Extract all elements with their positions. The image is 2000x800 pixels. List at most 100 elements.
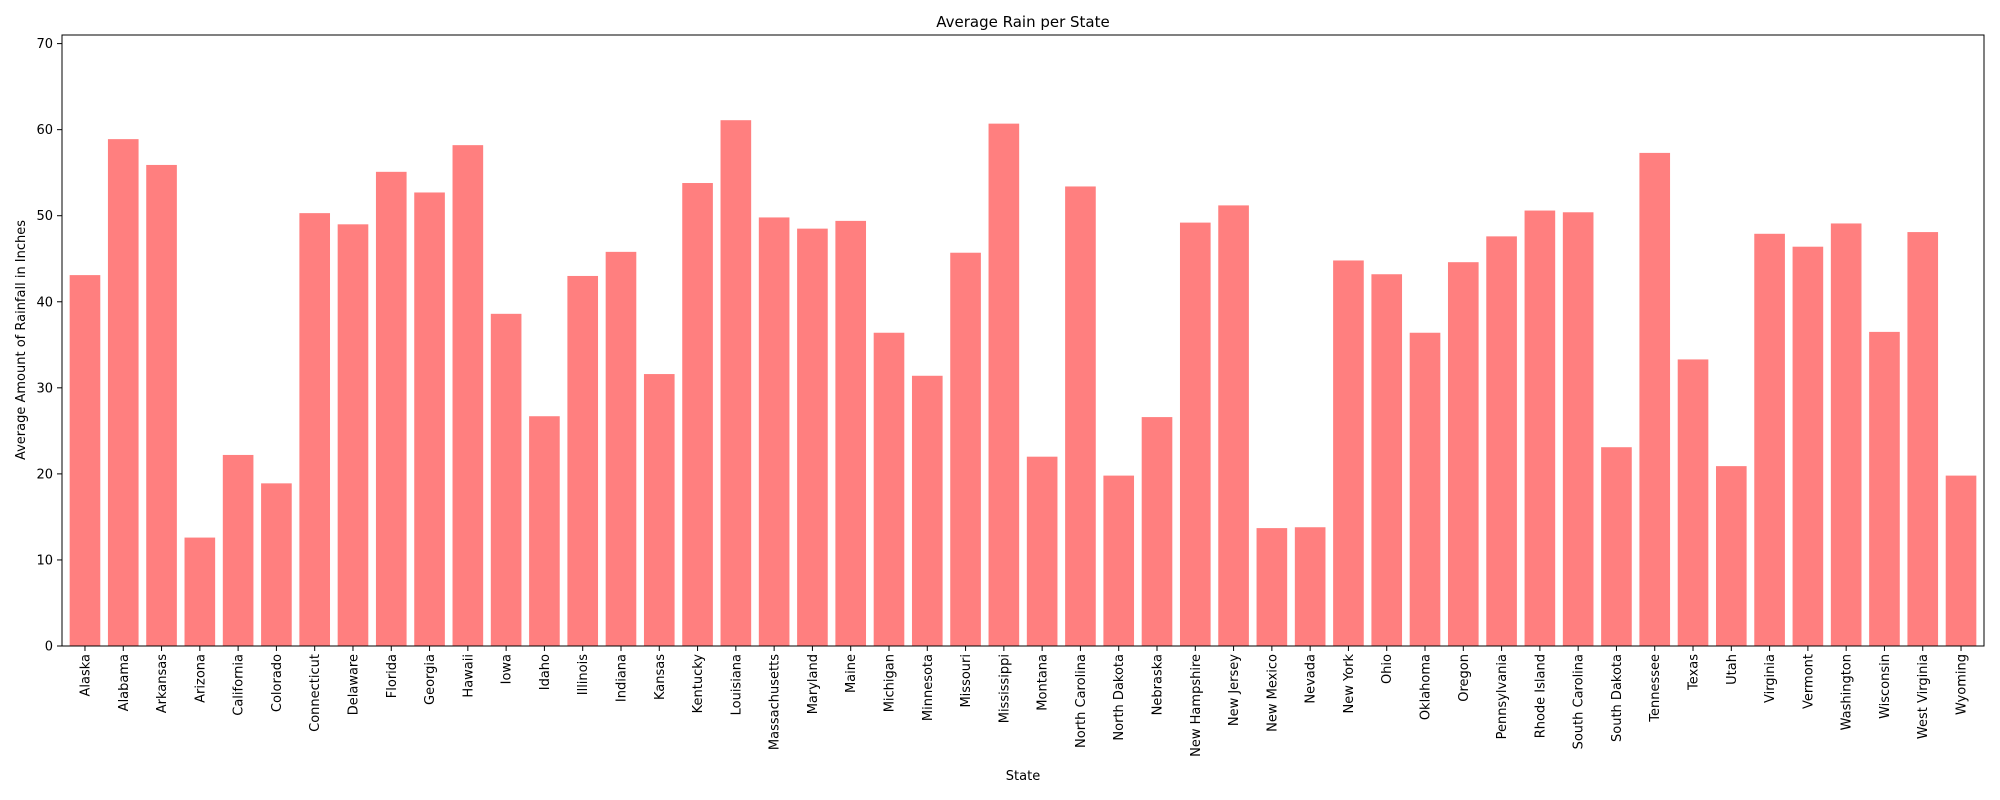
chart-title: Average Rain per State xyxy=(936,13,1109,31)
x-tick-label: Mississippi xyxy=(997,654,1012,723)
bar-indiana xyxy=(605,251,637,647)
x-tick-label: Montana xyxy=(1036,654,1051,711)
x-tick-label: Washington xyxy=(1840,654,1855,730)
x-tick-label: North Carolina xyxy=(1074,654,1089,748)
bar-oregon xyxy=(1447,262,1479,646)
x-tick-label: Kentucky xyxy=(691,654,706,714)
bar-maine xyxy=(835,220,867,646)
x-axis: Alaska Alabama Arkansas Arizona California Co… xyxy=(78,646,1970,757)
x-tick-label: California xyxy=(232,654,247,716)
x-tick-label: Arizona xyxy=(193,654,208,703)
bar-utah xyxy=(1715,466,1747,646)
x-tick-label: Louisiana xyxy=(729,654,744,715)
x-tick-label: New York xyxy=(1342,654,1357,714)
x-tick-label: Missouri xyxy=(959,654,974,708)
bar-montana xyxy=(1026,456,1058,646)
plot-frame xyxy=(61,34,1985,647)
x-tick-label: Illinois xyxy=(576,654,591,695)
x-tick-label: Delaware xyxy=(346,654,361,715)
bar-nebraska xyxy=(1141,417,1173,646)
bar-kentucky xyxy=(682,183,713,646)
bar-missouri xyxy=(950,252,981,646)
bar-california xyxy=(222,454,254,646)
bar-nevada xyxy=(1294,527,1326,646)
bar-alabama xyxy=(107,139,139,646)
bar-kansas xyxy=(643,374,675,646)
x-tick-label: Nevada xyxy=(1304,654,1319,704)
x-tick-label: New Mexico xyxy=(1265,654,1280,732)
x-axis-label: State xyxy=(1006,769,1040,784)
x-tick-label: Rhode Island xyxy=(1533,654,1548,738)
bar-ohio xyxy=(1371,274,1403,646)
y-tick-label: 0 xyxy=(45,640,53,655)
x-tick-label: Wisconsin xyxy=(1878,654,1893,719)
x-tick-label: West Virginia xyxy=(1916,654,1931,739)
x-tick-label: Utah xyxy=(1725,654,1740,685)
x-tick-label: Maryland xyxy=(806,654,821,714)
bar-oklahoma xyxy=(1409,332,1441,646)
x-tick-label: Indiana xyxy=(614,654,629,702)
x-tick-label: Pennsylvania xyxy=(1495,654,1510,739)
bar-new-hampshire xyxy=(1179,222,1211,646)
bars-group xyxy=(69,120,1977,647)
y-tick-label: 30 xyxy=(36,381,53,396)
x-tick-label: Ohio xyxy=(1380,654,1395,684)
x-tick-label: Arkansas xyxy=(155,654,170,713)
bar-arizona xyxy=(184,537,216,646)
bar-maryland xyxy=(797,228,828,646)
x-tick-label: New Jersey xyxy=(1227,654,1242,726)
x-tick-label: Maine xyxy=(844,654,859,693)
x-tick-label: Iowa xyxy=(500,654,515,684)
x-tick-label: Kansas xyxy=(653,654,668,700)
y-tick-label: 50 xyxy=(36,209,53,224)
bar-wisconsin xyxy=(1869,331,1900,646)
bar-louisiana xyxy=(720,120,752,646)
bar-north-carolina xyxy=(1065,186,1096,646)
y-tick-label: 60 xyxy=(36,123,53,138)
bar-colorado xyxy=(261,483,292,646)
y-tick-label: 40 xyxy=(36,295,53,310)
bar-south-dakota xyxy=(1601,447,1632,646)
x-tick-label: Florida xyxy=(385,654,400,698)
bar-wyoming xyxy=(1945,475,1977,646)
y-axis: 0 10 20 30 40 50 60 70 xyxy=(36,37,62,655)
x-tick-label: South Dakota xyxy=(1610,654,1625,742)
bar-washington xyxy=(1830,223,1862,646)
bar-virginia xyxy=(1754,233,1785,647)
x-tick-label: Nebraska xyxy=(1151,654,1166,715)
bar-new-mexico xyxy=(1256,528,1288,646)
x-tick-label: Alabama xyxy=(117,654,132,711)
x-tick-label: Michigan xyxy=(883,654,898,712)
x-tick-label: Oklahoma xyxy=(1419,654,1434,720)
x-tick-label: Colorado xyxy=(270,654,285,712)
x-tick-label: Vermont xyxy=(1801,654,1816,709)
bar-south-carolina xyxy=(1562,212,1594,646)
y-axis-label: Average Amount of Rainfall in Inches xyxy=(14,220,29,460)
x-tick-label: Texas xyxy=(1687,654,1702,691)
bar-texas xyxy=(1677,359,1709,646)
bar-idaho xyxy=(529,416,560,646)
x-tick-label: New Hampshire xyxy=(1189,654,1204,757)
x-tick-label: Tennessee xyxy=(1648,654,1663,723)
x-tick-label: Connecticut xyxy=(308,654,323,732)
bar-rhode-island xyxy=(1524,210,1556,647)
bar-minnesota xyxy=(911,375,943,646)
bar-arkansas xyxy=(146,164,177,646)
x-tick-label: Wyoming xyxy=(1955,654,1970,715)
x-tick-label: Idaho xyxy=(538,654,553,690)
x-tick-label: Virginia xyxy=(1763,654,1778,703)
bar-tennessee xyxy=(1639,152,1671,646)
y-tick-label: 20 xyxy=(36,467,53,482)
bar-florida xyxy=(375,171,407,646)
bar-hawaii xyxy=(452,145,484,646)
bar-north-dakota xyxy=(1103,475,1135,646)
bar-michigan xyxy=(873,332,905,646)
x-tick-label: Alaska xyxy=(78,654,93,697)
x-tick-label: North Dakota xyxy=(1112,654,1127,741)
x-tick-label: Minnesota xyxy=(921,654,936,721)
bar-delaware xyxy=(337,224,369,646)
bar-alaska xyxy=(69,275,101,646)
bar-iowa xyxy=(490,313,522,646)
x-tick-label: Georgia xyxy=(423,654,438,705)
